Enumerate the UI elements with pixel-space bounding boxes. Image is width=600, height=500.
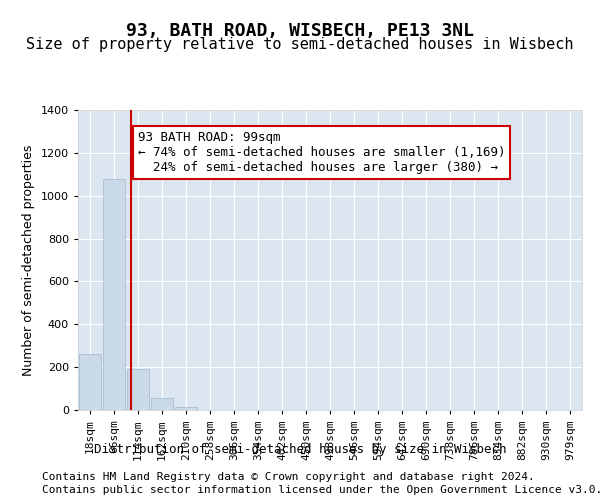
Bar — [79, 354, 101, 410]
Text: 93 BATH ROAD: 99sqm
← 74% of semi-detached houses are smaller (1,169)
  24% of s: 93 BATH ROAD: 99sqm ← 74% of semi-detach… — [138, 132, 505, 174]
Bar — [151, 398, 173, 410]
Text: Contains HM Land Registry data © Crown copyright and database right 2024.: Contains HM Land Registry data © Crown c… — [42, 472, 535, 482]
Text: Contains public sector information licensed under the Open Government Licence v3: Contains public sector information licen… — [42, 485, 600, 495]
Text: Distribution of semi-detached houses by size in Wisbech: Distribution of semi-detached houses by … — [94, 442, 506, 456]
Y-axis label: Number of semi-detached properties: Number of semi-detached properties — [22, 144, 35, 376]
Bar — [103, 178, 125, 410]
Bar — [175, 407, 197, 410]
Bar — [127, 370, 149, 410]
Text: 93, BATH ROAD, WISBECH, PE13 3NL: 93, BATH ROAD, WISBECH, PE13 3NL — [126, 22, 474, 40]
Text: Size of property relative to semi-detached houses in Wisbech: Size of property relative to semi-detach… — [26, 38, 574, 52]
